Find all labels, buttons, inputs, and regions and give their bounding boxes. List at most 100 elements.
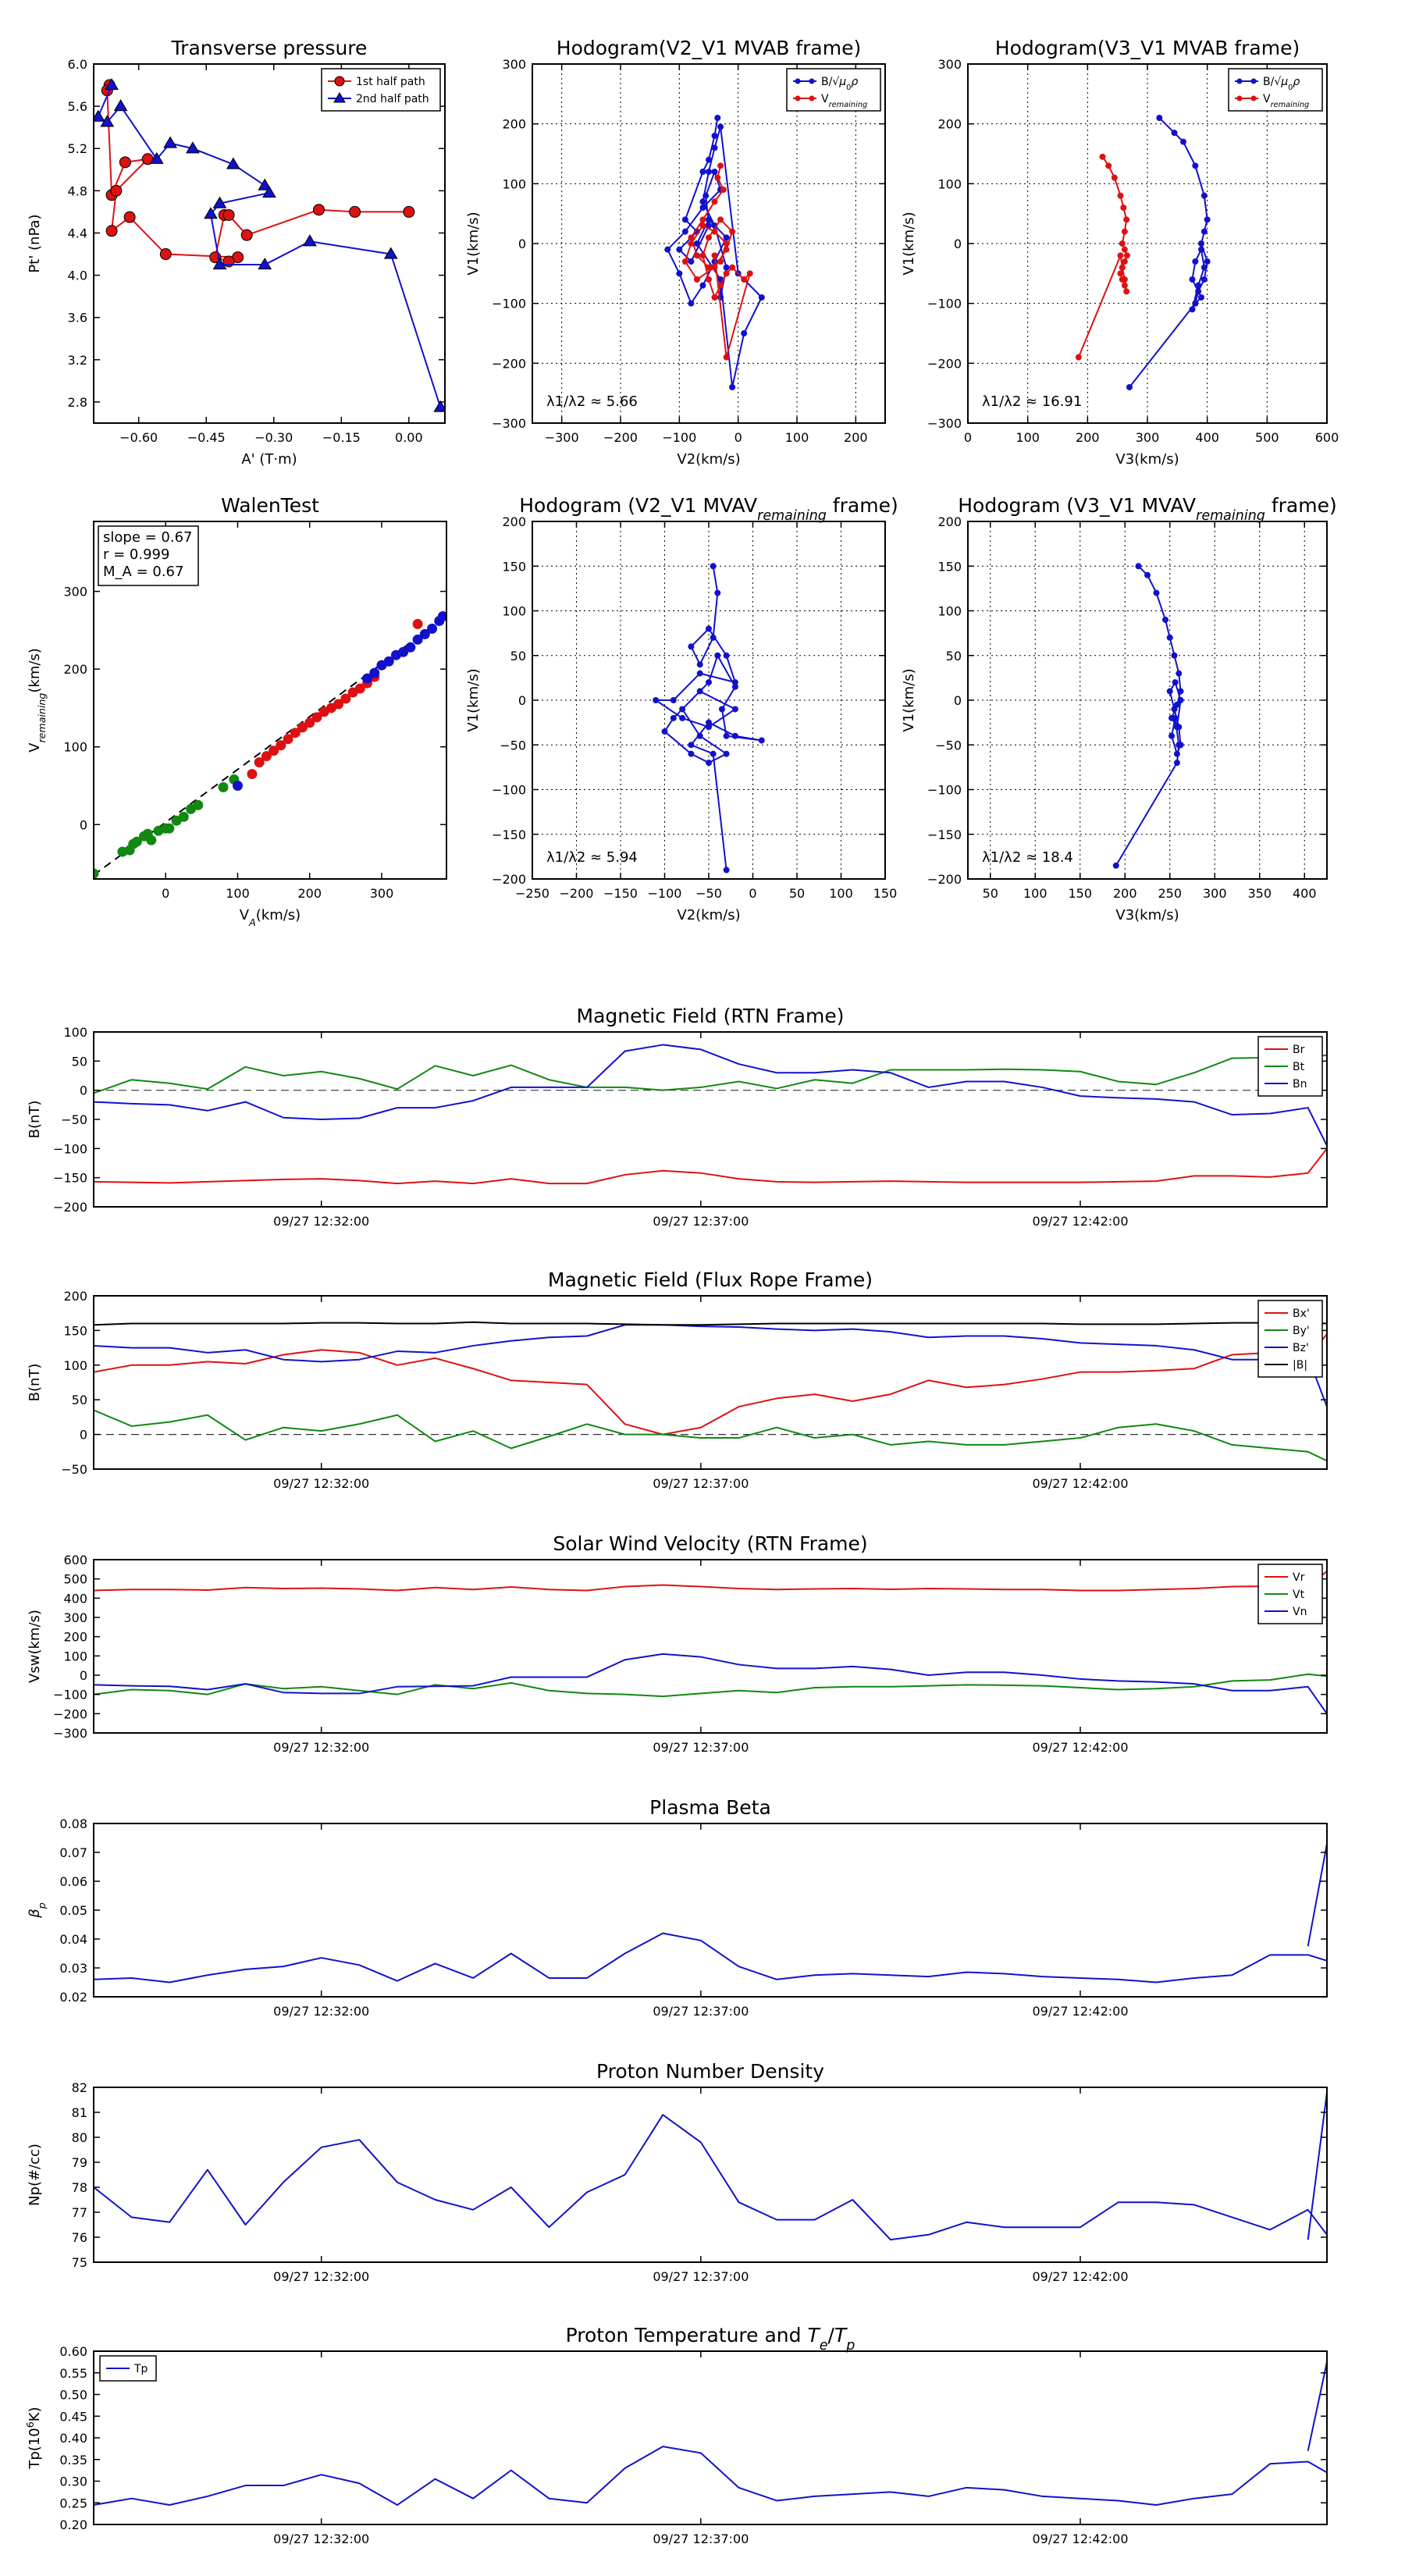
y-tick-label: 4.4 xyxy=(68,226,87,240)
x-axis-label: VA(km/s) xyxy=(240,907,301,928)
data-point xyxy=(240,229,253,241)
eigen-ratio-annotation: λ1/λ2 ≈ 18.4 xyxy=(982,849,1073,866)
legend-label: Bn xyxy=(1293,1078,1307,1091)
y-tick-label: 200 xyxy=(502,117,526,132)
data-point xyxy=(1162,616,1168,623)
chart-vsw: 09/27 12:32:00 09/27 12:37:00 09/27 12:42:… xyxy=(27,1532,1328,1755)
chart-brtn: 09/27 12:32:00 09/27 12:37:00 09/27 12:42:… xyxy=(27,1005,1328,1229)
legend-label: Bz' xyxy=(1293,1342,1309,1354)
data-point xyxy=(688,258,695,265)
series-tp xyxy=(94,2446,1327,2507)
x-tick-label: 600 xyxy=(1315,430,1339,445)
y-tick-label: −100 xyxy=(53,1141,87,1156)
series-line xyxy=(94,1653,1327,1714)
data-point xyxy=(1166,634,1173,641)
y-tick-label: −50 xyxy=(61,1462,87,1477)
chart-tp: 09/27 12:32:00 09/27 12:37:00 09/27 12:42:… xyxy=(24,2324,1328,2546)
series-line xyxy=(94,1147,1327,1185)
data-point xyxy=(1121,258,1128,265)
x-tick-label: 09/27 12:37:00 xyxy=(653,2004,749,2019)
data-point xyxy=(1192,162,1199,169)
legend: Tp xyxy=(99,2355,157,2382)
data-point xyxy=(723,270,730,277)
data-point xyxy=(1123,288,1130,295)
x-tick-label: −100 xyxy=(662,430,696,445)
data-point xyxy=(1195,288,1202,295)
series-red xyxy=(247,618,423,780)
y-axis-label: Tp(106K) xyxy=(24,2407,44,2469)
data-point xyxy=(1120,205,1127,211)
data-point xyxy=(688,240,695,247)
y-tick-label: −300 xyxy=(927,416,962,431)
data-point xyxy=(1195,282,1202,289)
chart-h1: −300 −200 −100 0 100 200 −300 −200 −100 0 100 200 30… xyxy=(465,37,886,468)
x-tick-label: 300 xyxy=(1203,886,1227,901)
series-1st-half-path xyxy=(101,79,415,268)
data-point xyxy=(427,623,438,634)
data-point xyxy=(717,162,724,169)
data-point xyxy=(405,642,416,653)
x-tick-label: 50 xyxy=(983,886,998,901)
legend-marker xyxy=(809,78,815,84)
x-tick-label: 09/27 12:32:00 xyxy=(273,1740,369,1755)
data-point xyxy=(1171,706,1178,713)
data-point xyxy=(1189,306,1196,313)
data-point xyxy=(262,186,276,198)
y-tick-label: 200 xyxy=(502,514,526,529)
data-point xyxy=(119,156,131,169)
data-point xyxy=(699,216,706,223)
data-point xyxy=(1192,258,1199,265)
data-point xyxy=(693,240,700,247)
data-point xyxy=(723,264,730,271)
series-line xyxy=(94,1673,1327,1698)
x-tick-label: −0.30 xyxy=(254,430,293,445)
data-point xyxy=(714,174,721,181)
x-tick-label: 09/27 12:42:00 xyxy=(1032,1214,1128,1229)
y-tick-label: 0.25 xyxy=(59,2496,87,2510)
data-point xyxy=(1172,679,1179,686)
legend-box xyxy=(1228,68,1323,112)
data-point xyxy=(178,811,189,822)
data-point xyxy=(1117,270,1124,277)
data-point xyxy=(312,204,325,216)
data-point xyxy=(731,706,738,713)
data-point xyxy=(1121,228,1128,235)
x-tick-label: 200 xyxy=(1076,430,1100,445)
data-point xyxy=(269,745,279,756)
x-tick-label: −0.60 xyxy=(119,430,158,445)
data-point xyxy=(741,330,748,336)
data-point xyxy=(723,652,730,659)
x-tick-label: −200 xyxy=(603,430,638,445)
y-tick-label: 81 xyxy=(72,2105,87,2120)
y-tick-label: 5.2 xyxy=(68,141,87,156)
eigen-ratio-annotation: λ1/λ2 ≈ 5.94 xyxy=(546,849,638,866)
data-point xyxy=(247,769,258,780)
x-axis-label: V3(km/s) xyxy=(1115,907,1179,923)
data-point xyxy=(702,192,710,199)
data-point xyxy=(1156,115,1163,121)
data-point xyxy=(283,734,293,745)
y-tick-label: 150 xyxy=(502,559,526,574)
x-tick-label: 200 xyxy=(1113,886,1137,901)
data-point xyxy=(1171,130,1178,137)
data-point xyxy=(741,276,748,283)
series-v-remaining xyxy=(1075,153,1130,361)
y-tick-label: 150 xyxy=(937,559,962,574)
series-line xyxy=(94,1333,1327,1436)
y-tick-label: −100 xyxy=(927,783,962,798)
y-tick-label: 0 xyxy=(518,237,526,251)
data-point xyxy=(110,184,123,197)
legend-marker xyxy=(334,76,345,87)
x-tick-label: 0 xyxy=(162,886,169,901)
series-line xyxy=(94,2446,1327,2507)
data-point xyxy=(711,198,718,205)
y-tick-label: 0 xyxy=(80,1083,87,1098)
y-tick-label: −200 xyxy=(927,356,962,371)
chart-h2: 0 100 200 300 400 500 600 −300 −200 −100 0 100 200 30… xyxy=(901,37,1339,468)
data-point xyxy=(723,234,730,241)
x-tick-label: 200 xyxy=(844,430,868,445)
y-tick-label: −150 xyxy=(927,827,962,842)
data-point xyxy=(679,706,686,713)
y-tick-label: −50 xyxy=(61,1112,87,1127)
